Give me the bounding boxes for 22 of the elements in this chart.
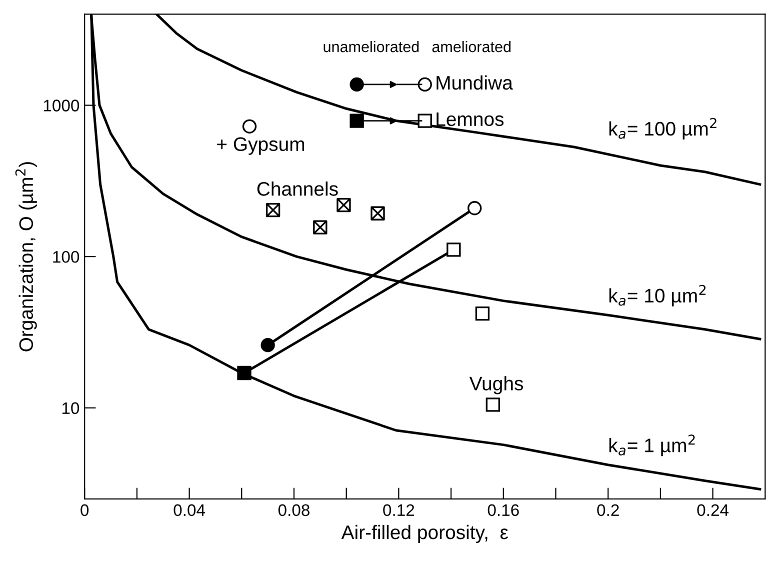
annotation: k$_{a}$= 1 µm$^{2}$ <box>609 434 695 456</box>
annotation: unameliorated <box>324 40 419 52</box>
y-tick-label: 10 <box>62 402 80 414</box>
annotation: + Gypsum <box>217 137 304 155</box>
y-tick-label: 1000 <box>44 100 80 112</box>
x-tick-label: 0.04 <box>174 504 206 516</box>
x-tick-label: 0.08 <box>278 504 310 516</box>
legend-label: Mundiwa <box>436 75 513 90</box>
x-tick-label: 0.12 <box>383 504 414 516</box>
annotation: ameliorated <box>432 40 511 52</box>
y-axis-title: Organization, O (µm$^{2}$) <box>15 162 37 352</box>
annotation: Channels <box>257 182 338 196</box>
x-tick-label: 0.2 <box>597 504 619 516</box>
x-axis-title: Air-filled porosity, ε <box>341 524 508 544</box>
annotation: k$_{a}$= 100 µm$^{2}$ <box>609 118 716 140</box>
legend-label: Lemnos <box>436 112 504 126</box>
x-tick-label: 0.16 <box>488 504 519 516</box>
x-tick-label: 0.24 <box>697 504 729 516</box>
y-tick-label: 100 <box>53 250 80 263</box>
annotation: k$_{a}$= 10 µm$^{2}$ <box>609 284 706 306</box>
annotation: Vughs <box>469 376 524 394</box>
x-tick-label: 0 <box>80 504 89 516</box>
